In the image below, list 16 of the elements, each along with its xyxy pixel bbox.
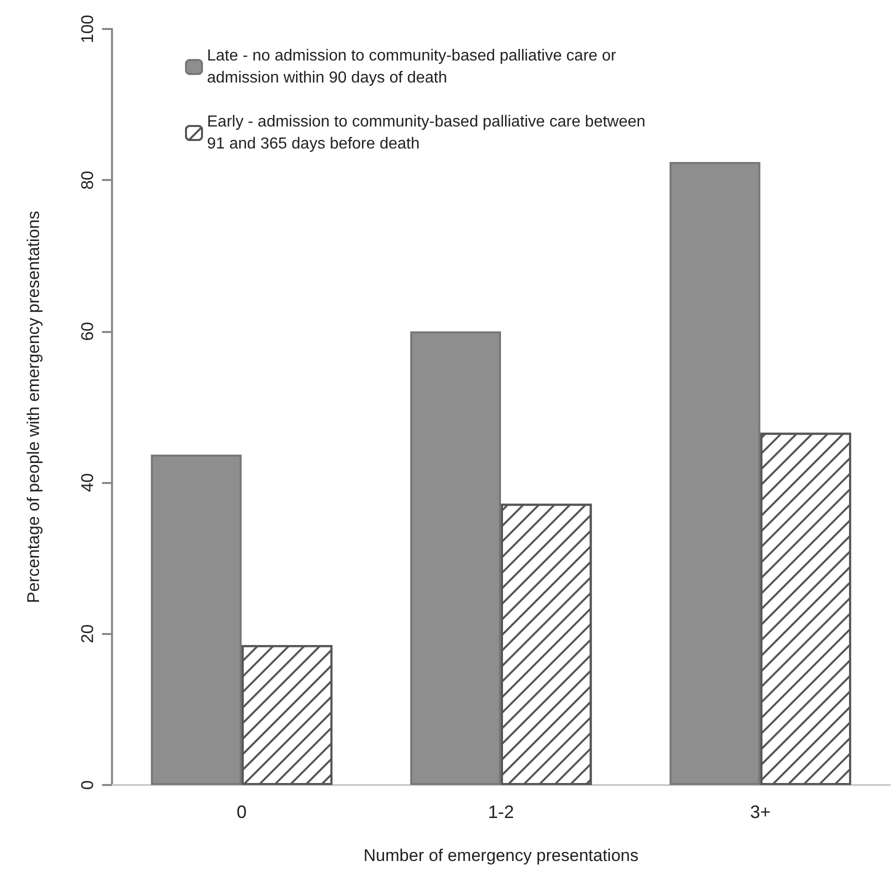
legend-label: Late - no admission to community-based palliative care or admission within 90 days of death bbox=[207, 48, 621, 86]
y-tick-label: 20 bbox=[78, 624, 97, 644]
x-axis-title: Number of emergency presentations bbox=[364, 846, 638, 865]
x-tick-label: 0 bbox=[236, 802, 247, 822]
y-tick-label: 0 bbox=[78, 780, 97, 790]
x-tick-label: 3+ bbox=[750, 802, 771, 822]
bar bbox=[150, 454, 242, 785]
legend-label: Early - admission to community-based palliative care between 91 and 365 days before death bbox=[207, 114, 650, 152]
y-axis-title: Percentage of people with emergency presentations bbox=[24, 210, 43, 604]
bar bbox=[670, 162, 760, 785]
x-tick-label: 1-2 bbox=[488, 802, 514, 822]
y-tick-label: 40 bbox=[78, 473, 97, 492]
y-tick-label: 60 bbox=[78, 322, 97, 341]
y-tick-label: 100 bbox=[78, 14, 97, 44]
y-tick-label: 80 bbox=[78, 170, 97, 190]
bar bbox=[410, 331, 501, 785]
